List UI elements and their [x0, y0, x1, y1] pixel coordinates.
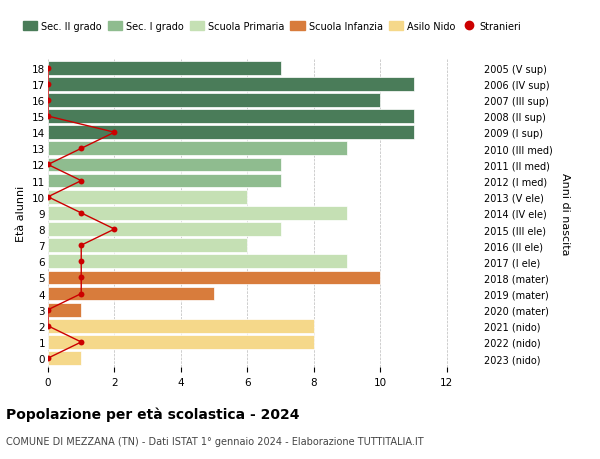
Point [76, 210, 86, 217]
Bar [48, 255, 347, 269]
Point [76, 258, 86, 265]
Bar [48, 319, 314, 333]
Point [76, 178, 86, 185]
Bar [48, 94, 380, 107]
Point [43, 113, 53, 121]
Point [76, 339, 86, 346]
Bar [48, 336, 314, 349]
Bar [48, 190, 247, 204]
Bar [48, 158, 281, 172]
Text: COMUNE DI MEZZANA (TN) - Dati ISTAT 1° gennaio 2024 - Elaborazione TUTTITALIA.IT: COMUNE DI MEZZANA (TN) - Dati ISTAT 1° g… [6, 436, 424, 446]
Point [43, 355, 53, 362]
Bar [48, 110, 413, 123]
Legend: Sec. II grado, Sec. I grado, Scuola Primaria, Scuola Infanzia, Asilo Nido, Stran: Sec. II grado, Sec. I grado, Scuola Prim… [23, 22, 521, 32]
Bar [48, 303, 81, 317]
Point [43, 194, 53, 201]
Bar [48, 126, 413, 140]
Y-axis label: Anni di nascita: Anni di nascita [560, 172, 569, 255]
Bar [48, 62, 281, 75]
Bar [48, 174, 281, 188]
Point [110, 129, 119, 137]
Bar [48, 207, 347, 220]
Text: Popolazione per età scolastica - 2024: Popolazione per età scolastica - 2024 [6, 406, 299, 421]
Bar [48, 223, 281, 236]
Point [76, 274, 86, 281]
Point [43, 97, 53, 104]
Point [43, 81, 53, 88]
Bar [48, 287, 214, 301]
Bar [48, 239, 247, 252]
Point [43, 323, 53, 330]
Bar [48, 271, 380, 285]
Point [76, 290, 86, 297]
Y-axis label: Età alunni: Età alunni [16, 185, 26, 241]
Point [76, 242, 86, 249]
Point [110, 226, 119, 233]
Point [76, 146, 86, 153]
Bar [48, 78, 413, 91]
Point [43, 162, 53, 169]
Point [43, 306, 53, 313]
Point [43, 65, 53, 72]
Bar [48, 142, 347, 156]
Bar [48, 352, 81, 365]
